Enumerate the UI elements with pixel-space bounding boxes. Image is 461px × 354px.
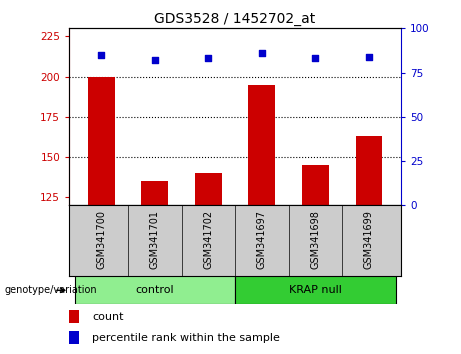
Bar <box>142 181 168 205</box>
Bar <box>355 136 382 205</box>
Text: KRAP null: KRAP null <box>289 285 342 295</box>
Bar <box>88 76 115 205</box>
Text: GSM341701: GSM341701 <box>150 210 160 269</box>
Bar <box>69 310 79 323</box>
Point <box>258 50 266 56</box>
Text: count: count <box>92 312 124 322</box>
Title: GDS3528 / 1452702_at: GDS3528 / 1452702_at <box>154 12 316 26</box>
Text: percentile rank within the sample: percentile rank within the sample <box>92 332 280 343</box>
FancyBboxPatch shape <box>235 276 396 304</box>
Bar <box>248 85 275 205</box>
Bar <box>69 331 79 343</box>
Text: GSM341699: GSM341699 <box>364 210 374 269</box>
Text: GSM341700: GSM341700 <box>96 210 106 269</box>
Bar <box>195 173 222 205</box>
Point <box>151 57 159 63</box>
Bar <box>302 165 329 205</box>
Text: control: control <box>136 285 174 295</box>
Point <box>312 56 319 61</box>
Point <box>205 56 212 61</box>
Text: GSM341697: GSM341697 <box>257 210 267 269</box>
Point <box>98 52 105 58</box>
Point <box>365 54 372 59</box>
FancyBboxPatch shape <box>75 276 235 304</box>
Text: GSM341698: GSM341698 <box>310 210 320 269</box>
Text: GSM341702: GSM341702 <box>203 210 213 269</box>
Text: genotype/variation: genotype/variation <box>5 285 97 295</box>
